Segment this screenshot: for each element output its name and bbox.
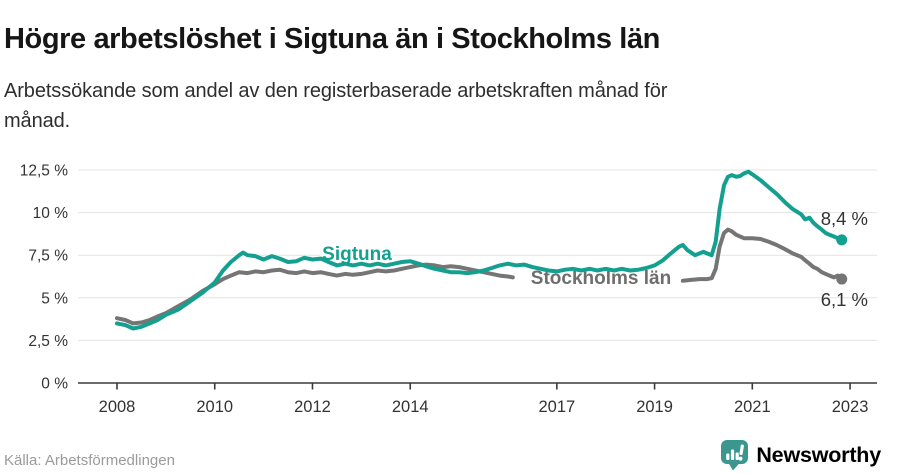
series-end-dot [836, 234, 848, 246]
page-title: Högre arbetslöshet i Sigtuna än i Stockh… [4, 23, 660, 56]
series-line-sigtuna [115, 169, 844, 331]
series-line-stockholms-lan [680, 227, 844, 283]
y-axis-tick-label: 5 % [41, 290, 68, 307]
x-axis-tick-label: 2008 [99, 398, 136, 416]
newsworthy-bubble-icon [721, 440, 749, 471]
x-axis-tick-label: 2023 [832, 398, 869, 416]
newsworthy-logo: Newsworthy [720, 439, 881, 471]
series-end-dot [836, 273, 848, 285]
source-note: Källa: Arbetsförmedlingen [4, 452, 175, 469]
line-chart: 0 % 2,5 % 5 % 7,5 % 10 % 12,5 % 2008 2010 2012 20… [20, 163, 877, 416]
x-axis-tick-label: 2019 [636, 398, 673, 416]
newsworthy-wordmark: Newsworthy [756, 442, 881, 467]
y-axis-tick-label: 2,5 % [28, 333, 68, 350]
x-axis-tick-label: 2012 [294, 398, 331, 416]
x-axis-tick-label: 2021 [734, 398, 771, 416]
x-axis-tick-label: 2017 [538, 398, 575, 416]
series-end-value-label: 6,1 % [821, 289, 868, 310]
y-axis-tick-label: 7,5 % [28, 248, 68, 265]
y-axis-tick-label: 10 % [33, 205, 69, 222]
chart-subtitle: Arbetssökande som andel av den registerb… [4, 80, 668, 132]
x-axis-tick-label: 2014 [392, 398, 429, 416]
x-axis-tick-label: 2010 [196, 398, 233, 416]
y-axis-tick-label: 0 % [41, 376, 68, 393]
y-axis-tick-label: 12,5 % [20, 163, 68, 180]
series-end-value-label: 8,4 % [821, 208, 868, 229]
